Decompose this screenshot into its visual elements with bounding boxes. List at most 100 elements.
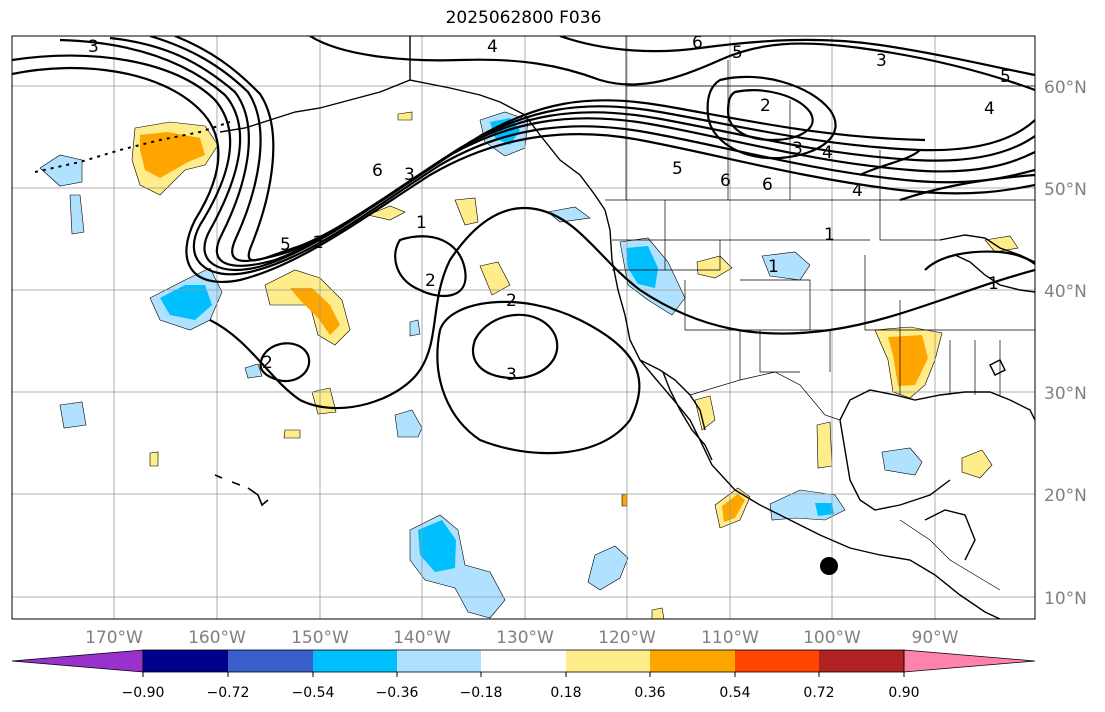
negative-anomaly-small-d (244, 363, 263, 379)
contour-label: 3 (876, 51, 887, 71)
contour-labels: 3 4 6 5 3 2 3 4 5 6 6 4 1 6 3 1 5 2 2 2 … (88, 33, 1011, 385)
colorbar-tick-label: 0.72 (803, 685, 834, 701)
contour-line-south-4 (472, 313, 559, 380)
contour-label: 1 (416, 213, 427, 233)
lat-label-10n: 10°N (1044, 589, 1087, 609)
colorbar-segment (735, 650, 819, 672)
contour-line-south-1 (209, 207, 1035, 410)
lat-label-30n: 30°N (1044, 384, 1087, 404)
positive-anomaly-small-5 (283, 429, 301, 439)
map-title: 2025062800 F036 (445, 8, 602, 28)
contour-label: 3 (506, 365, 517, 385)
location-marker (820, 557, 838, 575)
contour-label: 6 (692, 33, 703, 53)
positive-anomaly-mexico (816, 421, 833, 469)
colorbar: −0.90 −0.72 −0.54 −0.36 −0.18 0.18 0.36 … (11, 649, 1036, 701)
negative-anomaly-small-a (59, 401, 87, 429)
contour-label: 3 (404, 165, 415, 185)
contour-label: 6 (762, 175, 773, 195)
contour-label: 6 (720, 171, 731, 191)
negative-anomaly-small-c (409, 319, 421, 337)
negative-anomaly-tropical-2 (587, 545, 629, 591)
latitude-labels: 60°N 50°N 40°N 30°N 20°N 10°N (1044, 78, 1087, 609)
positive-anomaly-small-1 (367, 205, 406, 221)
contour-label: 4 (487, 37, 498, 57)
contour-line-jet-6 (174, 36, 926, 262)
lon-label-140w: 140°W (393, 628, 451, 648)
lon-label-150w: 150°W (291, 628, 349, 648)
negative-anomaly-west-pacific-core (160, 285, 212, 320)
map-frame (11, 35, 1036, 620)
positive-anomaly-small-2 (454, 197, 479, 226)
colorbar-segment (397, 650, 481, 672)
negative-anomaly-dakotas (761, 251, 811, 281)
contour-label: 2 (506, 291, 517, 311)
contour-line-north-2 (559, 36, 1035, 77)
coastline-gulf (839, 389, 1035, 511)
contour-line-north-1 (309, 36, 1035, 92)
lat-label-50n: 50°N (1044, 180, 1087, 200)
contour-label: 2 (425, 271, 436, 291)
contour-label: 2 (313, 233, 324, 253)
colorbar-extend-high (903, 649, 1036, 673)
negative-anomaly-tropical-core (418, 520, 456, 572)
longitude-labels: 170°W 160°W 150°W 140°W 130°W 120°W 110°… (85, 628, 959, 648)
positive-anomaly-small-7 (149, 451, 159, 467)
colorbar-tick-label: 0.54 (719, 685, 750, 701)
contour-label: 3 (792, 139, 803, 159)
lon-label-100w: 100°W (803, 628, 861, 648)
colorbar-tick-label: −0.90 (122, 685, 165, 701)
coastline-hawaii (214, 474, 269, 507)
colorbar-segment (143, 650, 228, 672)
colorbar-tick-label: 0.36 (634, 685, 665, 701)
positive-anomaly-tiny-2 (651, 607, 665, 619)
contour-label: 5 (672, 159, 683, 179)
positive-anomaly-great-lakes (984, 235, 1019, 253)
contour-line-east-2 (924, 250, 1035, 271)
contour-line-north-low-2 (726, 89, 814, 142)
contour-label: 4 (822, 143, 833, 163)
negative-anomaly-west-coast-core (626, 246, 658, 288)
contour-line-jet-1 (12, 66, 1035, 283)
colorbar-segment (650, 650, 735, 672)
contour-label: 2 (262, 353, 273, 373)
colorbar-tick-label: −0.54 (292, 685, 335, 701)
positive-anomaly-small-3 (479, 261, 511, 296)
positive-anomaly-plains-core (888, 335, 928, 386)
negative-anomaly-gulf-mexico (881, 447, 923, 476)
contour-lines (12, 36, 1035, 455)
lat-label-20n: 20°N (1044, 486, 1087, 506)
political-borders (409, 36, 1035, 591)
colorbar-segment (819, 650, 904, 672)
colorbar-tick-label: −0.72 (207, 685, 250, 701)
negative-anomaly-central-america-core (815, 503, 834, 516)
positive-anomaly-baja (694, 395, 716, 431)
coastline-west-coast (604, 209, 1001, 619)
negative-anomaly-far-west-1 (39, 154, 83, 187)
lon-label-90w: 90°W (912, 628, 959, 648)
positive-anomaly-tiny-1 (621, 493, 628, 507)
contour-label: 1 (988, 274, 999, 294)
contour-line-east-1 (859, 149, 1035, 202)
contour-label: 5 (1000, 67, 1011, 87)
colorbar-outline (142, 649, 905, 673)
contour-label: 5 (280, 235, 291, 255)
contour-label: 3 (88, 37, 99, 57)
contour-line-north-low-1 (706, 75, 837, 160)
coastline-yucatan (924, 509, 976, 561)
positive-anomaly-west-mexico-core (722, 494, 745, 522)
contour-line-loop-small (259, 342, 311, 383)
positive-anomaly-gulf (961, 449, 993, 479)
contour-label: 5 (732, 43, 743, 63)
colorbar-segment (228, 650, 313, 672)
colorbar-tick-label: −0.36 (376, 685, 419, 701)
contour-label: 6 (372, 161, 383, 181)
colorbar-segment (566, 650, 650, 672)
lon-label-170w: 170°W (85, 628, 143, 648)
coastline-baja (662, 371, 713, 461)
positive-anomaly-east-pacific-core (290, 288, 340, 335)
lat-label-40n: 40°N (1044, 282, 1087, 302)
colorbar-tick-label: 0.18 (550, 685, 581, 701)
contour-label: 2 (760, 96, 771, 116)
